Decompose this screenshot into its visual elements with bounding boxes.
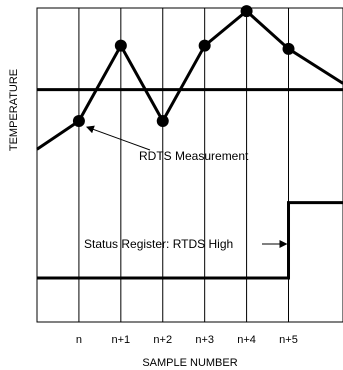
data-point bbox=[156, 115, 169, 128]
data-point bbox=[282, 42, 295, 55]
x-axis-label: SAMPLE NUMBER bbox=[142, 357, 237, 369]
x-tick-label: n+2 bbox=[153, 334, 172, 346]
annotation-status: Status Register: RTDS High bbox=[84, 237, 288, 251]
data-point bbox=[240, 5, 253, 18]
y-axis-label: TEMPERATURE bbox=[8, 69, 20, 151]
x-tick-label: n bbox=[76, 334, 82, 346]
x-tick-label: n+4 bbox=[237, 334, 256, 346]
rdts-measurement-label: RDTS Measurement bbox=[139, 149, 249, 163]
x-tick-labels: n n+1 n+2 n+3 n+4 n+5 bbox=[76, 334, 298, 346]
status-register-label: Status Register: RTDS High bbox=[84, 237, 233, 251]
plot-frame bbox=[36, 7, 343, 323]
status-register-line bbox=[37, 201, 343, 280]
x-tick-label: n+3 bbox=[195, 334, 214, 346]
rdts-arrow bbox=[85, 125, 151, 151]
measurement-series-line bbox=[36, 9, 343, 151]
annotation-rdts: RDTS Measurement bbox=[85, 125, 249, 163]
data-point bbox=[114, 39, 127, 52]
data-point bbox=[198, 39, 211, 52]
x-tick-label: n+5 bbox=[279, 334, 298, 346]
x-tick-label: n+1 bbox=[111, 334, 130, 346]
measurement-markers bbox=[72, 5, 295, 128]
data-point bbox=[72, 115, 85, 128]
grid-lines bbox=[78, 8, 290, 322]
